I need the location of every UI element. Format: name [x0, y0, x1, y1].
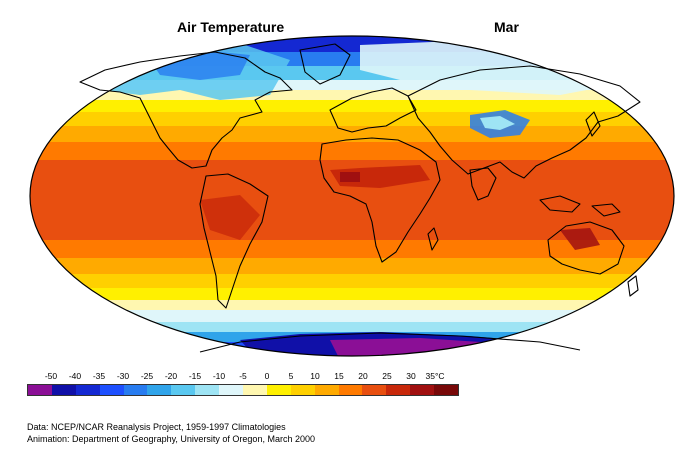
month-label: Mar — [494, 19, 519, 35]
legend-tick-label: -35 — [92, 371, 106, 381]
legend-tick-label: 30 — [406, 371, 416, 381]
animation-credit: Animation: Department of Geography, Univ… — [27, 434, 315, 444]
legend-swatch — [28, 385, 52, 395]
legend-swatch — [219, 385, 244, 395]
legend-tick-label: -5 — [239, 371, 247, 381]
legend-tick-label: 5 — [288, 371, 294, 381]
legend-swatch — [290, 385, 315, 395]
legend-tick-label: 10 — [310, 371, 320, 381]
legend-swatch — [75, 385, 100, 395]
legend-tick-label: -30 — [116, 371, 130, 381]
legend-swatch — [243, 385, 267, 395]
legend-tick-label: -20 — [164, 371, 178, 381]
data-credit: Data: NCEP/NCAR Reanalysis Project, 1959… — [27, 422, 286, 432]
legend-swatch — [266, 385, 291, 395]
coastlines — [79, 43, 641, 353]
legend-swatch — [171, 385, 196, 395]
legend-swatch — [314, 385, 339, 395]
color-legend: -50 -40 -35 -30 -25 -20 -15 -10 -5 0 5 10 15 20 25 30 35… — [27, 371, 459, 411]
legend-tick-label: 35°C — [425, 371, 445, 381]
legend-swatch — [338, 385, 363, 395]
legend-tick-label: -50 — [44, 371, 58, 381]
legend-tick-label: 20 — [358, 371, 368, 381]
legend-swatch — [195, 385, 220, 395]
legend-tick-label: -15 — [188, 371, 202, 381]
legend-tick-label: -10 — [212, 371, 226, 381]
legend-swatch — [147, 385, 172, 395]
credits: Data: NCEP/NCAR Reanalysis Project, 1959… — [27, 421, 315, 445]
legend-tick-label: 25 — [382, 371, 392, 381]
legend-swatch — [362, 385, 387, 395]
legend-tick-label: -40 — [68, 371, 82, 381]
legend-swatch — [51, 385, 76, 395]
globe-outline — [29, 35, 675, 357]
legend-swatch — [410, 385, 435, 395]
legend-tick-label: 15 — [334, 371, 344, 381]
legend-color-bar — [27, 384, 459, 396]
temperature-bands — [30, 36, 674, 356]
legend-tick-label: -25 — [140, 371, 154, 381]
legend-swatch — [123, 385, 148, 395]
map-title: Air Temperature — [177, 19, 285, 35]
legend-swatch — [99, 385, 124, 395]
legend-labels: -50 -40 -35 -30 -25 -20 -15 -10 -5 0 5 10 15 20 25 30 35… — [27, 371, 459, 383]
legend-tick-label: 0 — [264, 371, 270, 381]
legend-swatch — [386, 385, 411, 395]
legend-swatch — [434, 385, 459, 395]
